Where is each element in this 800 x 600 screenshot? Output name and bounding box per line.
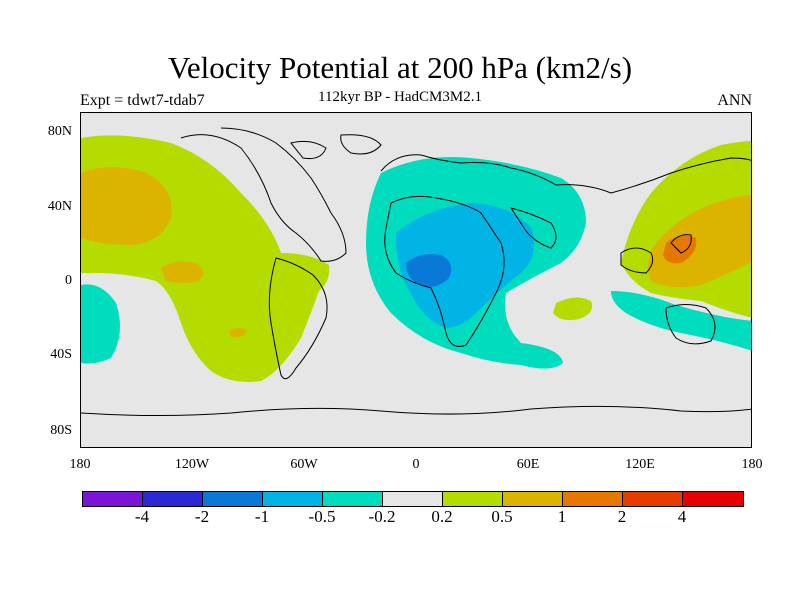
lat-tick-40s: 40S: [50, 347, 72, 362]
lat-tick-80n: 80N: [47, 124, 72, 139]
colorbar-swatch-9: [623, 492, 683, 506]
coastline-segment: [380, 154, 751, 194]
colorbar-label: -0.5: [308, 507, 336, 526]
positive-mid-east-pacific: [161, 261, 204, 283]
positive-region-indian-ocean: [553, 297, 593, 321]
lon-tick-180-west: 180: [69, 457, 91, 472]
map-panel: [80, 112, 752, 448]
season-label: ANN: [717, 92, 752, 109]
positive-mid-west-pacific: [647, 195, 751, 288]
colorbar-label: -0.2: [368, 507, 396, 526]
colorbar-label: -1: [254, 507, 270, 526]
coastline-segment: [290, 140, 327, 159]
colorbar-swatch-3: [263, 492, 323, 506]
positive-mid-north-pacific: [81, 167, 172, 245]
lat-tick-0: 0: [65, 273, 72, 288]
colorbar-label: -4: [134, 507, 150, 526]
positive-mid-southeast-pacific: [229, 328, 247, 338]
lon-tick-180-east: 180: [741, 457, 763, 472]
negative-mid-africa: [396, 203, 535, 328]
colorbar-swatch-5: [383, 492, 443, 506]
experiment-label: Expt = tdwt7-tdab7: [80, 92, 205, 109]
lon-tick-0: 0: [412, 457, 420, 472]
colorbar-label: 2: [617, 507, 627, 526]
colorbar: [82, 491, 744, 507]
lat-tick-80s: 80S: [50, 423, 72, 438]
coastline-segment: [268, 257, 328, 380]
lon-tick-60w: 60W: [290, 457, 318, 472]
lon-tick-60e: 60E: [516, 457, 540, 472]
colorbar-swatch-4: [323, 492, 383, 506]
lat-tick-40n: 40N: [47, 199, 72, 214]
negative-strong-africa: [406, 254, 452, 287]
colorbar-swatch-7: [503, 492, 563, 506]
colorbar-label: 0.5: [491, 507, 513, 526]
coastline-segment: [620, 247, 654, 274]
lon-tick-120w: 120W: [174, 457, 210, 472]
lon-tick-120e: 120E: [625, 457, 655, 472]
negative-region-indian: [611, 291, 751, 351]
colorbar-swatch-6: [443, 492, 503, 506]
colorbar-swatch-10: [683, 492, 743, 506]
coastlines: [81, 127, 751, 416]
coastline-segment: [665, 304, 716, 345]
colorbar-swatch-2: [203, 492, 263, 506]
colorbar-label: 1: [557, 507, 567, 526]
coastline-segment: [509, 207, 557, 249]
coastline-segment: [81, 405, 751, 416]
map-title: Velocity Potential at 200 hPa (km2/s): [167, 50, 633, 85]
contour-map: [81, 127, 751, 416]
colorbar-swatch-0: [83, 492, 143, 506]
colorbar-label: 4: [677, 507, 687, 526]
coastline-segment: [384, 195, 505, 347]
negative-region-southeast-pacific: [81, 284, 120, 364]
colorbar-swatch-8: [563, 492, 623, 506]
coastline-segment: [340, 134, 382, 155]
colorbar-label: -2: [194, 507, 210, 526]
colorbar-swatch-1: [143, 492, 203, 506]
map-subtitle: 112kyr BP - HadCM3M2.1: [318, 89, 482, 105]
coastline-segment: [670, 234, 692, 254]
coastline-segment: [180, 127, 347, 262]
colorbar-label: 0.2: [431, 507, 453, 526]
